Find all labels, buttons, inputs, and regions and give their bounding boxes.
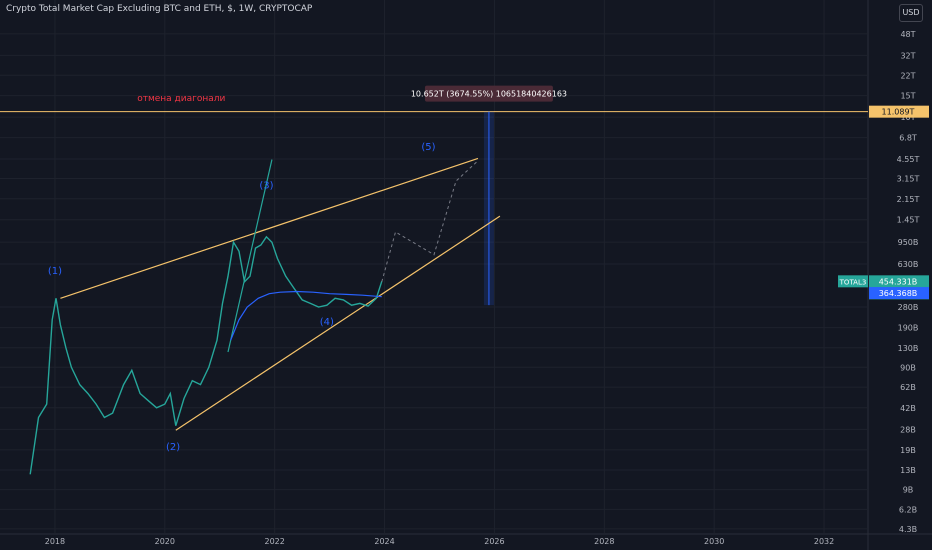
y-tick-label: 3.15T <box>897 174 920 183</box>
annotation-label: (1) <box>48 266 62 277</box>
projection-line <box>381 160 479 282</box>
y-tick-label: 32T <box>900 51 915 60</box>
y-tick-label: 4.3B <box>899 525 917 534</box>
projection-path[interactable] <box>381 160 479 282</box>
y-tick-label: 90B <box>900 363 916 372</box>
y-tick-label: 48T <box>900 30 915 39</box>
trendline <box>60 157 479 299</box>
x-tick-label: 2020 <box>155 537 175 546</box>
annotation-label: (3) <box>259 181 273 192</box>
trendline <box>227 159 273 353</box>
annotation-label: (4) <box>320 317 334 328</box>
y-tick-label: 42B <box>900 404 916 413</box>
ma-price-box <box>869 287 929 300</box>
x-tick-label: 2026 <box>484 537 504 546</box>
x-tick-label: 2024 <box>374 537 394 546</box>
y-tick-label: 630B <box>898 260 919 269</box>
annotation-label: (5) <box>421 142 435 153</box>
y-tick-label: 4.55T <box>897 155 920 164</box>
price-axis[interactable]: 4.3B 6.2B 9B 13B 19B 28B 42B 62B 90B 130B 190B 280B… <box>897 30 920 534</box>
symbol-tag: TOTAL3 <box>839 278 867 286</box>
y-tick-label: 950B <box>898 238 919 247</box>
y-tick-label: 280B <box>898 303 919 312</box>
level-price-label: 11.089T <box>882 108 915 117</box>
trendlines[interactable] <box>60 157 501 431</box>
y-tick-label: 28B <box>900 425 916 434</box>
annotation-label: (2) <box>166 442 180 453</box>
y-tick-label: 62B <box>900 383 916 392</box>
x-tick-label: 2030 <box>704 537 724 546</box>
time-axis[interactable]: 2018 2020 2022 2024 2026 2028 2030 2032 <box>45 537 834 546</box>
y-tick-label: 22T <box>900 71 915 80</box>
y-tick-label: 1.45T <box>897 216 920 225</box>
y-tick-label: 190B <box>898 324 919 333</box>
series-layer <box>29 235 383 475</box>
trendline <box>175 215 501 431</box>
annotation-label: отмена диагонали <box>137 94 225 104</box>
price-line <box>29 235 383 475</box>
measure-label: 10.652T (3674.55%) 10651840426163 <box>411 90 567 99</box>
level-price-box <box>869 105 929 118</box>
x-tick-label: 2018 <box>45 537 65 546</box>
chart-title: Crypto Total Market Cap Excluding BTC an… <box>6 4 313 14</box>
last-price-label: 454.331B <box>879 277 918 286</box>
moving-average-line <box>230 290 382 341</box>
y-tick-label: 13B <box>900 466 916 475</box>
y-tick-label: 19B <box>900 446 916 455</box>
y-tick-label: 9B <box>903 486 914 495</box>
ma-price-label: 364.368B <box>879 289 918 298</box>
y-tick-label: 6.2B <box>899 505 917 514</box>
y-tick-label: 2.15T <box>897 195 920 204</box>
measure-label-box <box>424 85 553 102</box>
currency-button[interactable]: USD <box>899 4 923 22</box>
x-tick-label: 2032 <box>814 537 834 546</box>
y-tick-label: 15T <box>900 92 915 101</box>
y-tick-label: 6.8T <box>899 134 917 143</box>
x-tick-label: 2028 <box>594 537 614 546</box>
symbol-tag-box <box>838 275 868 288</box>
y-tick-label: 130B <box>898 344 919 353</box>
wave-labels: (1) (2) (3) (4) (5) отмена диагонали <box>48 94 436 453</box>
price-range-measure[interactable]: 10.652T (3674.55%) 10651840426163 <box>411 85 567 306</box>
x-tick-label: 2022 <box>265 537 285 546</box>
